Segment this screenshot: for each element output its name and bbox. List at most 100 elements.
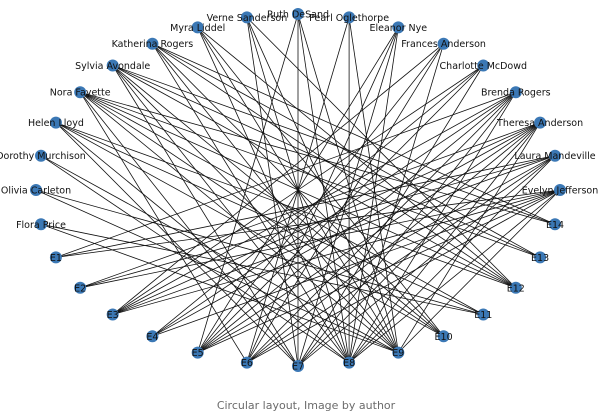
node-myra-liddel[interactable] — [191, 21, 204, 34]
node-label-laura-mandeville: Laura Mandeville — [514, 151, 595, 162]
node-e8[interactable] — [343, 356, 356, 369]
node-laura-mandeville[interactable] — [549, 149, 561, 162]
edge-82 — [55, 122, 516, 289]
node-e10[interactable] — [437, 330, 450, 343]
node-e3[interactable] — [106, 308, 119, 321]
node-olivia-carleton[interactable] — [30, 184, 42, 196]
edge-62 — [152, 43, 556, 225]
node-label-e4: E4 — [146, 332, 158, 343]
edge-55 — [197, 27, 444, 337]
node-label-brenda-rogers: Brenda Rogers — [481, 88, 551, 99]
node-e11[interactable] — [477, 308, 490, 321]
node-label-nora-fayette: Nora Fayette — [50, 88, 111, 99]
edge-19 — [246, 122, 541, 363]
node-flora-price[interactable] — [35, 218, 47, 231]
node-label-e7: E7 — [292, 362, 304, 373]
node-label-e10: E10 — [435, 332, 453, 343]
edge-48 — [297, 13, 399, 353]
edge-87 — [40, 223, 399, 353]
node-e1[interactable] — [49, 251, 62, 264]
edge-3 — [152, 189, 561, 337]
node-brenda-rogers[interactable] — [509, 86, 522, 99]
edge-85 — [35, 189, 399, 353]
node-frances-anderson[interactable] — [437, 37, 450, 50]
edge-36 — [246, 43, 444, 363]
node-ruth-desand[interactable] — [292, 8, 304, 20]
edge-72 — [79, 91, 399, 353]
node-label-e14: E14 — [546, 220, 564, 231]
edge-33 — [297, 65, 484, 367]
node-label-dorothy-murchison: Dorothy Murchison — [0, 151, 86, 162]
edge-57 — [152, 43, 350, 363]
edge-60 — [152, 43, 517, 289]
edge-10 — [112, 155, 556, 315]
figure-caption: Circular layout, Image by author — [216, 399, 396, 412]
edge-88 — [40, 223, 484, 315]
node-e9[interactable] — [392, 346, 405, 359]
edge-34 — [112, 43, 444, 315]
node-katherina-rogers[interactable] — [146, 37, 159, 50]
node-label-e8: E8 — [343, 358, 355, 369]
edge-49 — [246, 17, 299, 367]
edge-71 — [79, 91, 299, 367]
node-label-e5: E5 — [192, 348, 204, 359]
node-label-theresa-anderson: Theresa Anderson — [496, 118, 583, 129]
node-e13[interactable] — [534, 251, 547, 264]
edge-47 — [297, 13, 350, 363]
edge-35 — [197, 43, 444, 353]
edge-86 — [35, 189, 484, 315]
edge-26 — [197, 91, 517, 353]
node-e2[interactable] — [74, 281, 87, 294]
edge-23 — [55, 91, 516, 258]
node-e4[interactable] — [146, 330, 159, 343]
node-helen-lloyd[interactable] — [49, 116, 62, 129]
graph-nodes — [30, 8, 566, 372]
node-e7[interactable] — [292, 360, 304, 372]
edge-75 — [80, 91, 516, 289]
graph-edges — [35, 13, 561, 367]
node-label-e9: E9 — [392, 348, 404, 359]
node-label-katherina-rogers: Katherina Rogers — [112, 39, 194, 50]
edge-53 — [197, 27, 350, 363]
edge-28 — [297, 91, 517, 367]
node-label-ruth-desand: Ruth DeSand — [267, 10, 329, 21]
node-e14[interactable] — [549, 218, 561, 231]
node-dorothy-murchison[interactable] — [35, 149, 47, 162]
edge-37 — [348, 43, 444, 363]
node-label-e2: E2 — [74, 283, 86, 294]
edge-66 — [112, 65, 444, 337]
node-label-verne-sanderson: Verne Sanderson — [207, 13, 288, 24]
node-label-e6: E6 — [241, 358, 253, 369]
node-e6[interactable] — [240, 356, 253, 369]
node-label-olivia-carleton: Olivia Carleton — [1, 186, 71, 197]
node-e12[interactable] — [509, 281, 522, 294]
edge-73 — [79, 91, 444, 337]
node-label-helen-lloyd: Helen Lloyd — [28, 118, 84, 129]
edge-39 — [246, 27, 399, 363]
node-eleanor-nye[interactable] — [392, 21, 405, 34]
node-label-evelyn-jefferson: Evelyn Jefferson — [522, 186, 599, 197]
edge-77 — [80, 91, 556, 225]
node-label-e11: E11 — [474, 310, 492, 321]
node-evelyn-jefferson[interactable] — [554, 184, 566, 196]
node-theresa-anderson[interactable] — [534, 116, 547, 129]
node-label-sylvia-avondale: Sylvia Avondale — [75, 61, 150, 72]
node-pearl-oglethorpe[interactable] — [343, 11, 356, 24]
node-label-e3: E3 — [107, 310, 119, 321]
node-verne-sanderson[interactable] — [240, 11, 253, 24]
node-label-e1: E1 — [50, 253, 62, 264]
node-e5[interactable] — [191, 346, 204, 359]
edge-31 — [152, 65, 484, 337]
edge-40 — [297, 27, 399, 367]
edge-80 — [55, 122, 444, 337]
edge-41 — [348, 27, 399, 363]
edge-70 — [79, 91, 248, 363]
node-charlotte-mcdowd[interactable] — [477, 59, 490, 72]
edge-65 — [112, 65, 399, 353]
edge-21 — [348, 122, 541, 363]
node-label-e13: E13 — [531, 253, 549, 264]
node-label-eleanor-nye: Eleanor Nye — [369, 23, 427, 34]
node-sylvia-avondale[interactable] — [106, 59, 119, 72]
node-nora-fayette[interactable] — [74, 86, 87, 99]
